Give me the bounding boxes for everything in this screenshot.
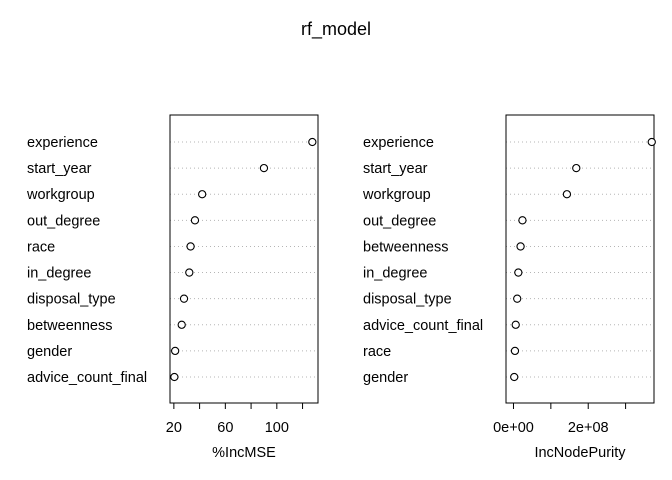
data-point — [179, 294, 189, 303]
data-point — [177, 320, 186, 329]
variable-label: in_degree — [363, 266, 428, 282]
data-point — [170, 346, 180, 356]
panel-incnodepurity-grid — [506, 141, 654, 378]
x-tick-label: 2e+08 — [568, 420, 609, 436]
panel-incnodepurity-axis: 0e+00 2e+08 — [493, 402, 627, 436]
variable-label: workgroup — [362, 187, 431, 203]
data-point — [572, 163, 581, 173]
data-point — [510, 372, 519, 382]
variable-label: betweenness — [363, 239, 448, 255]
data-point — [185, 268, 194, 277]
variable-label: race — [27, 239, 55, 255]
panel-incnodepurity-labels: experience start_year workgroup out_degreeb… — [362, 135, 483, 386]
data-point — [186, 242, 195, 251]
chart-title: rf_model — [301, 19, 371, 40]
variable-label: betweenness — [27, 318, 112, 334]
x-tick-label: 0e+00 — [493, 420, 534, 436]
variable-label: disposal_type — [27, 292, 116, 308]
variable-label: workgroup — [26, 187, 95, 203]
panel-incmse-plot-box — [169, 114, 319, 404]
panel-incmse-xlabel: %IncMSE — [212, 445, 276, 461]
variable-label: start_year — [27, 161, 92, 177]
panel-incmse: experience start_year workgroup out_degreer… — [26, 114, 319, 461]
data-point — [198, 190, 207, 199]
panel-incnodepurity-xlabel: IncNodePurity — [534, 445, 626, 461]
data-point — [562, 190, 572, 199]
data-point — [516, 242, 525, 251]
data-point — [308, 137, 317, 147]
variable-label: start_year — [363, 161, 428, 177]
x-tick-label: 20 — [166, 420, 182, 436]
panel-incnodepurity-points — [510, 137, 656, 382]
data-point — [190, 216, 200, 225]
variable-label: in_degree — [27, 266, 92, 282]
data-point — [518, 216, 527, 225]
variable-label: gender — [27, 344, 72, 360]
data-point — [513, 294, 522, 303]
variable-label: race — [363, 344, 391, 360]
variable-label: experience — [363, 135, 434, 151]
panel-incmse-points — [170, 137, 317, 382]
data-point — [170, 372, 179, 382]
x-tick-label: 60 — [217, 420, 233, 436]
panel-incmse-grid — [170, 141, 318, 378]
variable-label: out_degree — [27, 213, 100, 229]
data-point — [510, 346, 520, 356]
variable-label: experience — [27, 135, 98, 151]
panel-incnodepurity: experience start_year workgroup out_degreeb… — [362, 114, 656, 461]
variable-label: out_degree — [363, 213, 436, 229]
data-point — [647, 137, 656, 147]
variable-label: advice_count_final — [27, 370, 147, 386]
variable-label: advice_count_final — [363, 318, 483, 334]
panel-incmse-labels: experience start_year workgroup out_degreer… — [26, 135, 147, 386]
data-point — [259, 163, 269, 173]
variable-label: disposal_type — [363, 292, 452, 308]
panel-incnodepurity-plot-box — [505, 114, 655, 404]
x-tick-label: 100 — [265, 420, 289, 436]
variable-label: gender — [363, 370, 408, 386]
data-point — [511, 320, 520, 329]
data-point — [514, 268, 523, 277]
panel-incmse-axis: 20 60 100 — [166, 402, 304, 436]
